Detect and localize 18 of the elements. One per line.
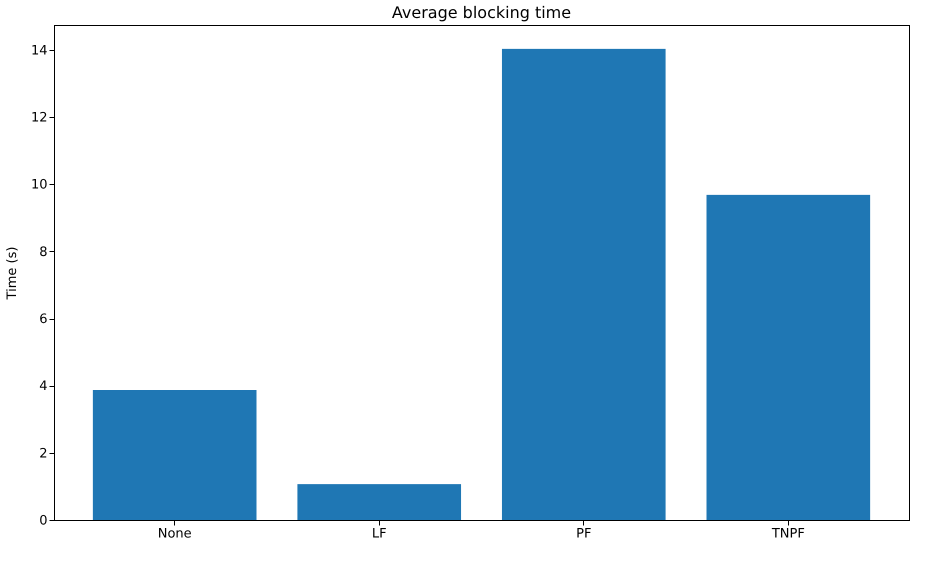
bar [502, 48, 666, 520]
y-tick-label: 0 [39, 514, 48, 528]
y-tick-label: 2 [39, 446, 48, 462]
bar [297, 484, 462, 520]
y-tick-label: 8 [39, 244, 48, 260]
y-tick-label: 12 [30, 110, 48, 126]
x-tick-label: PF [576, 526, 592, 542]
y-tick-label: 10 [30, 178, 48, 193]
y-tick-label: 4 [39, 379, 48, 394]
chart-title: Average blocking time [392, 3, 572, 22]
x-tick-label: TNPF [770, 526, 805, 542]
y-tick-label: 6 [39, 312, 48, 328]
bar [706, 194, 870, 520]
x-tick-label: None [158, 526, 192, 542]
bar [92, 390, 256, 520]
y-tick-label: 14 [30, 43, 48, 58]
y-axis-title: Time (s) [4, 246, 20, 300]
x-tick-label: LF [372, 526, 387, 542]
